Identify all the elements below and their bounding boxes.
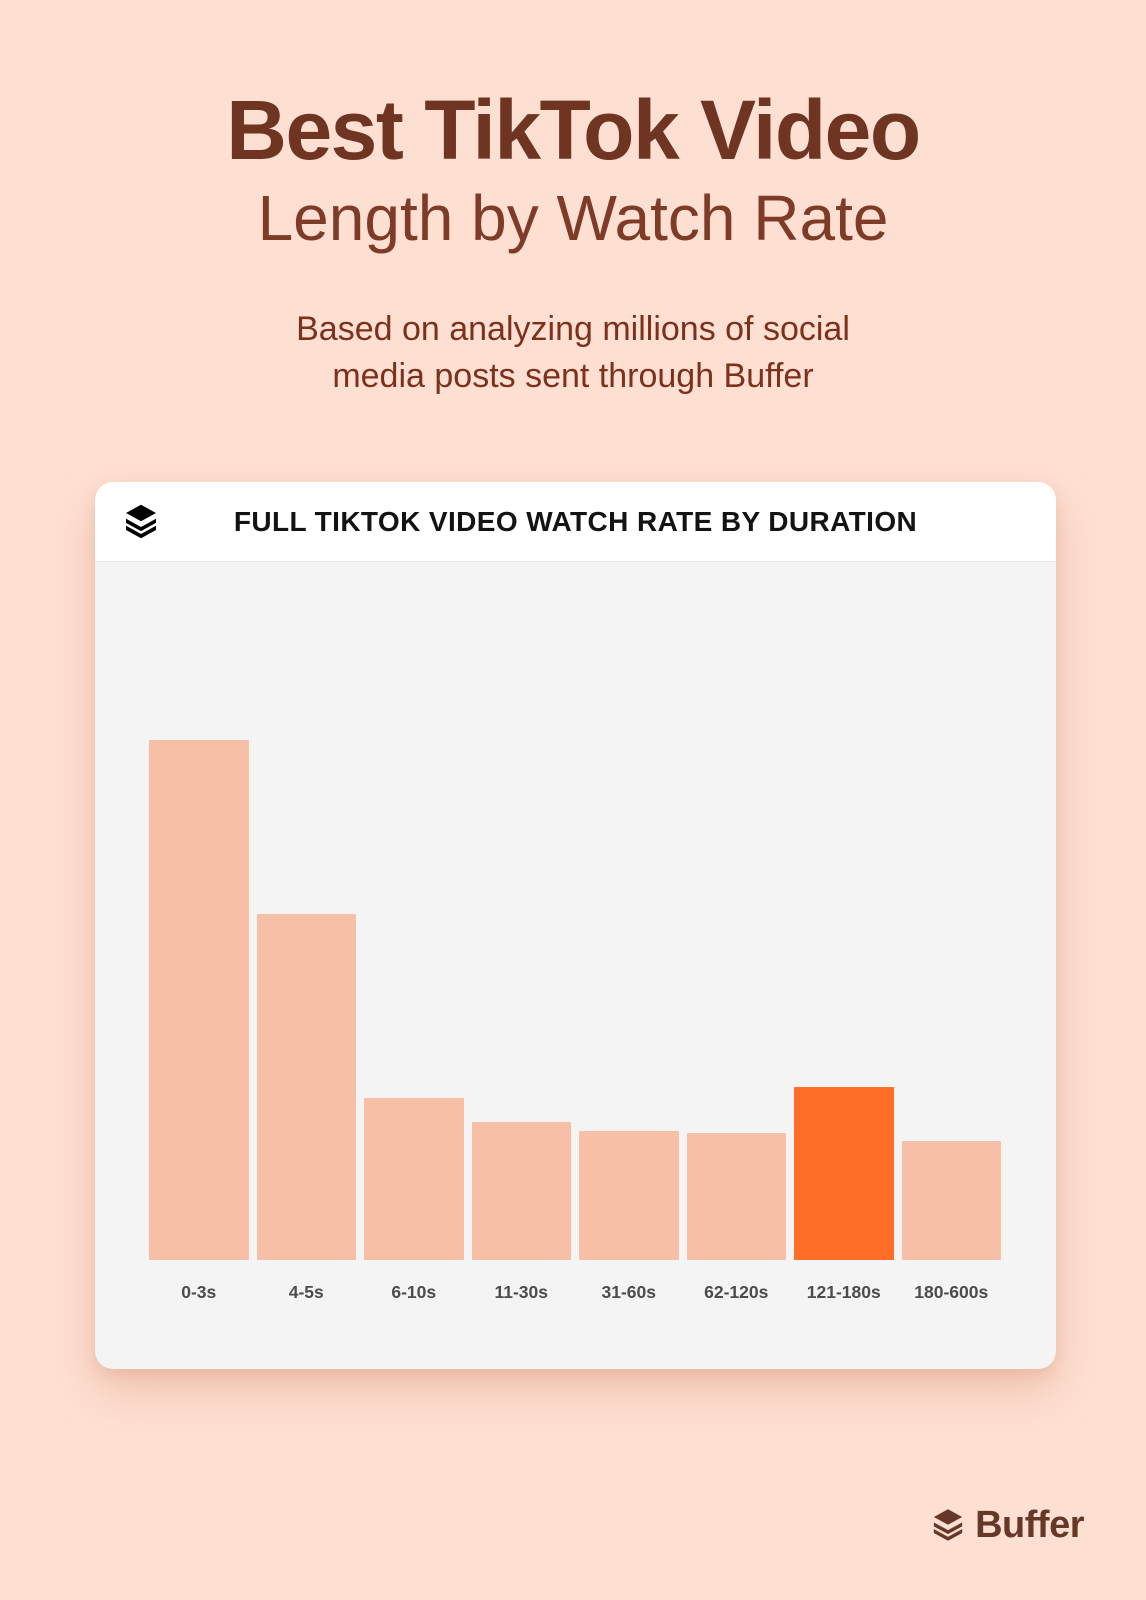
bar-180-600s [901,1141,1001,1260]
page-title-line2: Length by Watch Rate [257,182,889,254]
heading-block: Best TikTok Video Length by Watch Rate B… [0,0,1146,400]
bar-label-6-10s: 6-10s [391,1282,437,1302]
bar-chart-labels: 0-3s 4-5s 6-10s 11-30s 31-60s 62-120s 121-180s… [149,1282,1001,1303]
page-subtitle-line2: media posts sent through Buffer [332,356,814,395]
bar-121-180s [794,1087,894,1260]
bar-label-0-3s: 0-3s [181,1282,217,1302]
bar-label-62-120s: 62-120s [704,1282,769,1302]
bar-0-3s [149,740,249,1260]
bar-11-30s [471,1122,571,1260]
page-subtitle: Based on analyzing millions of social me… [0,306,1146,400]
bar-label-31-60s: 31-60s [601,1282,657,1302]
page-subtitle-line1: Based on analyzing millions of social [296,310,850,348]
buffer-layers-icon [126,504,156,539]
bar-label-4-5s: 4-5s [288,1282,324,1302]
footer-brand: Buffer [931,1504,1084,1547]
bar-4-5s [256,914,356,1260]
chart-card-header: FULL TIKTOK VIDEO WATCH RATE BY DURATION [95,482,1056,561]
footer-brand-name: Buffer [975,1504,1084,1546]
bar-label-121-180s: 121-180s [806,1282,881,1302]
chart-title: FULL TIKTOK VIDEO WATCH RATE BY DURATION [233,505,918,537]
bar-62-120s [686,1133,786,1260]
bar-label-180-600s: 180-600s [914,1282,989,1302]
bar-6-10s [364,1098,464,1260]
bar-chart [149,561,1001,1260]
buffer-logo-icon [933,1509,963,1541]
bar-label-11-30s: 11-30s [494,1282,549,1302]
bar-31-60s [579,1131,679,1260]
page-title-line1: Best TikTok Video [226,83,921,177]
chart-card: FULL TIKTOK VIDEO WATCH RATE BY DURATION… [95,482,1056,1369]
